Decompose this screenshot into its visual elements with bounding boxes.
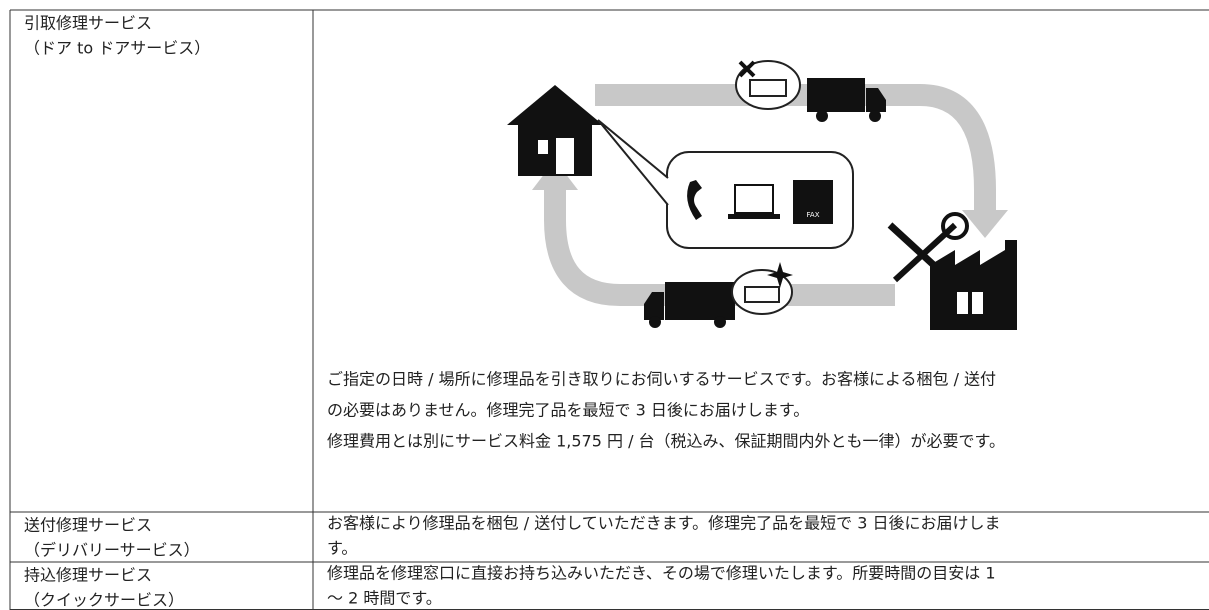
service-name: 引取修理サービス	[24, 14, 152, 33]
service-description: ～ 2 時間です。	[327, 589, 442, 608]
service-name: 送付修理サービス	[24, 516, 152, 535]
service-name: （クイックサービス）	[24, 591, 184, 610]
table-text: 引取修理サービス （ドア to ドアサービス） ご指定の日時 / 場所に修理品を引き…	[24, 14, 1005, 610]
service-name: 持込修理サービス	[24, 566, 152, 585]
service-description: す。	[327, 539, 357, 558]
service-name: （デリバリーサービス）	[24, 541, 200, 560]
repair-cycle-illustration: FAX	[507, 60, 1017, 330]
service-description: ご指定の日時 / 場所に修理品を引き取りにお伺いするサービスです。お客様による梱…	[327, 370, 996, 389]
service-name: （ドア to ドアサービス）	[24, 39, 210, 58]
fax-label: FAX	[807, 211, 820, 219]
service-description: 修理費用とは別にサービス料金 1,575 円 / 台（税込み、保証期間内外とも一…	[327, 432, 1005, 451]
service-description: の必要はありません。修理完了品を最短で 3 日後にお届けします。	[327, 401, 809, 420]
service-description: 修理品を修理窓口に直接お持ち込みいただき、その場で修理いたします。所要時間の目安…	[327, 564, 996, 583]
service-description: お客様により修理品を梱包 / 送付していただきます。修理完了品を最短で 3 日後…	[327, 514, 1001, 533]
